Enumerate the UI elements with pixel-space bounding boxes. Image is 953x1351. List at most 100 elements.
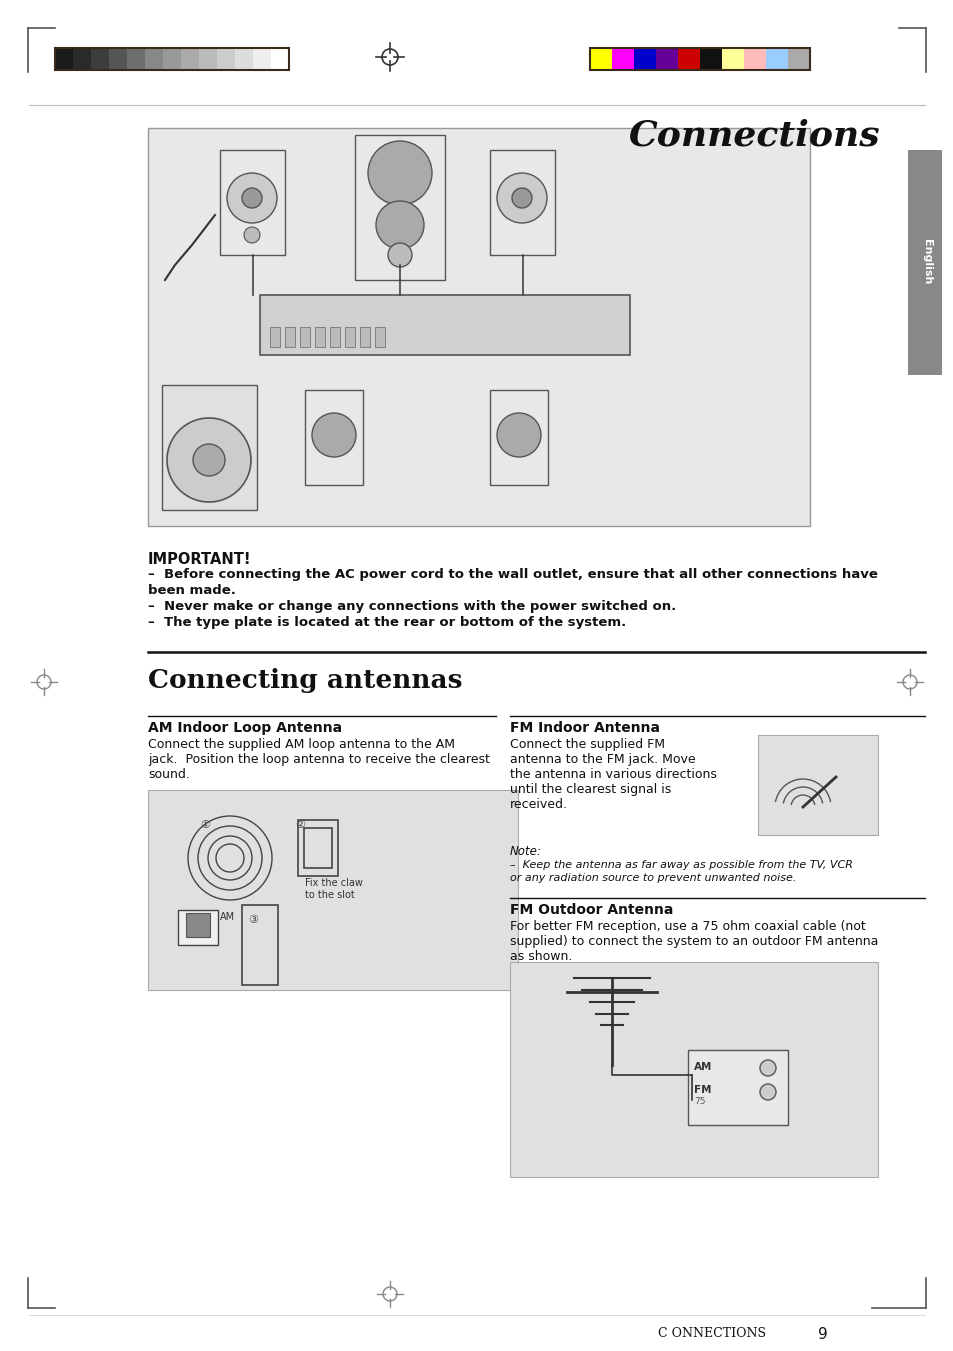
Text: FM Outdoor Antenna: FM Outdoor Antenna: [510, 902, 673, 917]
Text: IMPORTANT!: IMPORTANT!: [148, 553, 252, 567]
Bar: [589, 49, 809, 70]
Circle shape: [760, 1084, 775, 1100]
Circle shape: [497, 173, 546, 223]
Circle shape: [242, 188, 262, 208]
Circle shape: [244, 227, 260, 243]
Text: until the clearest signal is: until the clearest signal is: [510, 784, 671, 796]
Text: 9: 9: [817, 1327, 827, 1342]
Bar: [765, 49, 787, 70]
Bar: [678, 49, 700, 70]
Bar: [355, 135, 444, 280]
Bar: [186, 913, 210, 938]
Bar: [612, 49, 634, 70]
Bar: [743, 49, 765, 70]
Bar: [687, 1050, 787, 1125]
Bar: [297, 820, 337, 875]
Bar: [271, 49, 289, 70]
Circle shape: [760, 1061, 775, 1075]
Bar: [330, 327, 339, 347]
Bar: [216, 49, 234, 70]
Bar: [260, 295, 629, 355]
Text: FM: FM: [693, 1085, 711, 1096]
Bar: [907, 150, 941, 376]
Bar: [55, 49, 73, 70]
Circle shape: [512, 188, 532, 208]
Text: sound.: sound.: [148, 767, 190, 781]
Text: Fix the claw: Fix the claw: [305, 878, 362, 888]
Bar: [55, 49, 289, 70]
Bar: [345, 327, 355, 347]
Bar: [758, 735, 877, 835]
Bar: [305, 390, 363, 485]
Bar: [162, 385, 256, 509]
Bar: [148, 128, 809, 526]
Text: –  Keep the antenna as far away as possible from the TV, VCR: – Keep the antenna as far away as possib…: [510, 861, 852, 870]
Text: jack.  Position the loop antenna to receive the clearest: jack. Position the loop antenna to recei…: [148, 753, 489, 766]
Bar: [375, 327, 385, 347]
Bar: [490, 150, 555, 255]
Bar: [127, 49, 145, 70]
Bar: [253, 49, 271, 70]
Bar: [510, 962, 877, 1177]
Text: the antenna in various directions: the antenna in various directions: [510, 767, 716, 781]
Text: Note:: Note:: [510, 844, 541, 858]
Bar: [314, 327, 325, 347]
Text: For better FM reception, use a 75 ohm coaxial cable (not: For better FM reception, use a 75 ohm co…: [510, 920, 864, 934]
Bar: [700, 49, 721, 70]
Circle shape: [368, 141, 432, 205]
Bar: [109, 49, 127, 70]
Bar: [234, 49, 253, 70]
Text: English: English: [921, 239, 931, 285]
Bar: [148, 790, 517, 990]
Circle shape: [388, 243, 412, 267]
Bar: [242, 905, 277, 985]
Text: Connect the supplied AM loop antenna to the AM: Connect the supplied AM loop antenna to …: [148, 738, 455, 751]
Bar: [181, 49, 199, 70]
Text: AM: AM: [220, 912, 234, 921]
Bar: [304, 828, 332, 867]
Text: Connect the supplied FM: Connect the supplied FM: [510, 738, 664, 751]
Text: or any radiation source to prevent unwanted noise.: or any radiation source to prevent unwan…: [510, 873, 796, 884]
Text: supplied) to connect the system to an outdoor FM antenna: supplied) to connect the system to an ou…: [510, 935, 878, 948]
Bar: [589, 49, 612, 70]
Bar: [270, 327, 280, 347]
Bar: [656, 49, 678, 70]
Circle shape: [193, 444, 225, 476]
Bar: [299, 327, 310, 347]
Bar: [73, 49, 91, 70]
Text: 75: 75: [693, 1097, 705, 1106]
Text: been made.: been made.: [148, 584, 235, 597]
Text: –  Before connecting the AC power cord to the wall outlet, ensure that all other: – Before connecting the AC power cord to…: [148, 567, 877, 581]
Text: Connections: Connections: [628, 118, 879, 153]
Bar: [787, 49, 809, 70]
Text: as shown.: as shown.: [510, 950, 572, 963]
Bar: [91, 49, 109, 70]
Bar: [178, 911, 218, 944]
Text: antenna to the FM jack. Move: antenna to the FM jack. Move: [510, 753, 695, 766]
Text: ①: ①: [200, 820, 210, 830]
Text: AM Indoor Loop Antenna: AM Indoor Loop Antenna: [148, 721, 342, 735]
Circle shape: [497, 413, 540, 457]
Text: received.: received.: [510, 798, 567, 811]
Bar: [634, 49, 656, 70]
Text: AM: AM: [693, 1062, 712, 1071]
Circle shape: [167, 417, 251, 503]
Text: to the slot: to the slot: [305, 890, 355, 900]
Text: –  Never make or change any connections with the power switched on.: – Never make or change any connections w…: [148, 600, 676, 613]
Text: ②: ②: [294, 820, 305, 830]
Bar: [490, 390, 547, 485]
Bar: [163, 49, 181, 70]
Text: FM Indoor Antenna: FM Indoor Antenna: [510, 721, 659, 735]
Bar: [359, 327, 370, 347]
Circle shape: [375, 201, 423, 249]
Bar: [721, 49, 743, 70]
Bar: [220, 150, 285, 255]
Bar: [145, 49, 163, 70]
Text: Connecting antennas: Connecting antennas: [148, 667, 462, 693]
Circle shape: [312, 413, 355, 457]
Bar: [199, 49, 216, 70]
Text: ③: ③: [248, 915, 257, 925]
Circle shape: [227, 173, 276, 223]
Bar: [285, 327, 294, 347]
Text: –  The type plate is located at the rear or bottom of the system.: – The type plate is located at the rear …: [148, 616, 625, 630]
